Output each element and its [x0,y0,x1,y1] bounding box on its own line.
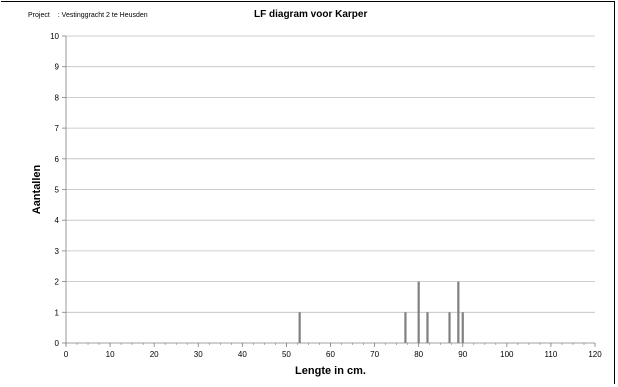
x-tick-labels: 0 10 20 30 40 50 60 70 80 90 100 110 120 [64,350,602,359]
bar [448,312,451,343]
y-tick-label: 7 [55,124,60,133]
x-tick-label: 100 [500,350,514,359]
x-tick-label: 20 [150,350,159,359]
y-tick-label: 8 [55,93,60,102]
y-tick-labels: 0 1 2 3 4 5 6 7 8 9 10 [50,32,59,348]
gridlines [66,35,595,313]
y-tick-label: 2 [55,278,60,287]
x-tick-label: 80 [414,350,423,359]
y-axis-title: Aantallen [31,164,43,214]
x-tick-label: 90 [458,350,467,359]
x-axis-title: Lengte in cm. [295,365,366,377]
x-tick-label: 70 [370,350,379,359]
y-tick-label: 6 [55,155,60,164]
y-tick-label: 3 [55,247,60,256]
project-value: : Vestinggracht 2 te Heusden [57,12,148,19]
project-label: Project [28,12,50,19]
x-tick-label: 10 [106,350,115,359]
project-info: Project : Vestinggracht 2 te Heusden [28,12,148,19]
chart-title: LF diagram voor Karper [254,9,368,20]
x-tick-label: 40 [238,350,247,359]
y-tick-label: 0 [55,339,60,348]
bar [298,312,301,343]
y-tick-label: 10 [50,32,59,41]
bars [298,281,464,343]
x-tick-label: 30 [194,350,203,359]
bar [426,312,429,343]
bar [417,281,420,343]
x-tick-label: 50 [282,350,291,359]
x-tick-label: 60 [326,350,335,359]
x-tick-label: 0 [64,350,69,359]
bar [404,312,407,343]
y-tick-label: 5 [55,186,60,195]
bar [461,312,464,343]
y-tick-label: 9 [55,63,60,72]
x-tick-label: 110 [545,350,558,359]
y-tick-label: 1 [55,308,60,317]
x-tick-label: 120 [588,350,602,359]
axes [62,35,596,347]
bar [457,281,460,343]
y-tick-label: 4 [55,216,60,225]
